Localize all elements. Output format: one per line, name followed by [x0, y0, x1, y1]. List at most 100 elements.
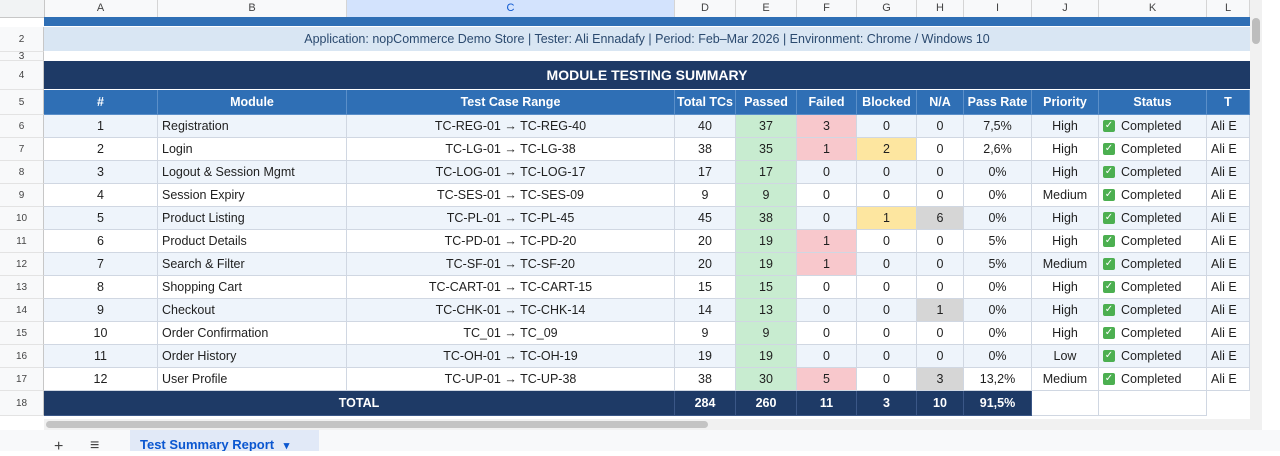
- cell-priority[interactable]: Low: [1032, 345, 1099, 368]
- total-label-cell[interactable]: TOTAL: [44, 391, 675, 416]
- cell-tester[interactable]: Ali E: [1207, 368, 1250, 391]
- column-header-e[interactable]: E: [736, 0, 797, 17]
- cell-passed[interactable]: 9: [736, 184, 797, 207]
- cell-blocked[interactable]: 0: [857, 299, 917, 322]
- cell-num[interactable]: 9: [44, 299, 158, 322]
- vertical-scrollbar[interactable]: [1250, 0, 1262, 430]
- header-cell-3[interactable]: Total TCs: [675, 90, 736, 115]
- cell-blocked[interactable]: 0: [857, 368, 917, 391]
- row-header-12[interactable]: 12: [0, 253, 44, 276]
- cell-rate[interactable]: 5%: [964, 230, 1032, 253]
- cell-module[interactable]: User Profile: [158, 368, 347, 391]
- empty-cell[interactable]: [1099, 391, 1207, 416]
- cell-priority[interactable]: High: [1032, 138, 1099, 161]
- header-cell-10[interactable]: Status: [1099, 90, 1207, 115]
- cell-blocked[interactable]: 0: [857, 276, 917, 299]
- header-cell-0[interactable]: #: [44, 90, 158, 115]
- cell-passed[interactable]: 19: [736, 253, 797, 276]
- cell-priority[interactable]: High: [1032, 276, 1099, 299]
- cell-tester[interactable]: Ali E: [1207, 230, 1250, 253]
- column-header-d[interactable]: D: [675, 0, 736, 17]
- row-header-7[interactable]: 7: [0, 138, 44, 161]
- row-header-3[interactable]: 3: [0, 51, 44, 62]
- cell-range[interactable]: TC_01 → TC_09: [347, 322, 675, 345]
- status-cell[interactable]: ✓ Completed: [1099, 345, 1207, 368]
- status-cell[interactable]: ✓ Completed: [1099, 138, 1207, 161]
- cell-rate[interactable]: 0%: [964, 184, 1032, 207]
- cell-passed[interactable]: 17: [736, 161, 797, 184]
- cell-num[interactable]: 10: [44, 322, 158, 345]
- vertical-scroll-thumb[interactable]: [1252, 18, 1260, 44]
- column-header-b[interactable]: B: [158, 0, 347, 17]
- cell-module[interactable]: Session Expiry: [158, 184, 347, 207]
- cell-total[interactable]: 20: [675, 230, 736, 253]
- cell-na[interactable]: 0: [917, 138, 964, 161]
- cell-rate[interactable]: 13,2%: [964, 368, 1032, 391]
- cell-blocked[interactable]: 0: [857, 253, 917, 276]
- cell-blocked[interactable]: 0: [857, 345, 917, 368]
- cell-passed[interactable]: 15: [736, 276, 797, 299]
- cell-total[interactable]: 14: [675, 299, 736, 322]
- row-header-16[interactable]: 16: [0, 345, 44, 368]
- add-sheet-button[interactable]: +: [54, 438, 64, 455]
- cell-num[interactable]: 11: [44, 345, 158, 368]
- column-header-l[interactable]: L: [1207, 0, 1250, 17]
- cell-na[interactable]: 0: [917, 253, 964, 276]
- cell-num[interactable]: 2: [44, 138, 158, 161]
- cell-blocked[interactable]: 0: [857, 161, 917, 184]
- sheet-tab-test-summary-report[interactable]: Test Summary Report ▾: [130, 430, 319, 451]
- cell-rate[interactable]: 5%: [964, 253, 1032, 276]
- cell-rate[interactable]: 0%: [964, 276, 1032, 299]
- row-header-4[interactable]: 4: [0, 61, 44, 90]
- cell-rate[interactable]: 0%: [964, 322, 1032, 345]
- row-header-6[interactable]: 6: [0, 115, 44, 138]
- cell-total[interactable]: 19: [675, 345, 736, 368]
- cell-passed[interactable]: 38: [736, 207, 797, 230]
- cell-total[interactable]: 20: [675, 253, 736, 276]
- cell-module[interactable]: Search & Filter: [158, 253, 347, 276]
- cell-rate[interactable]: 0%: [964, 299, 1032, 322]
- status-cell[interactable]: ✓ Completed: [1099, 368, 1207, 391]
- cell-rate[interactable]: 0%: [964, 345, 1032, 368]
- status-cell[interactable]: ✓ Completed: [1099, 322, 1207, 345]
- cell-priority[interactable]: High: [1032, 230, 1099, 253]
- cell-module[interactable]: Registration: [158, 115, 347, 138]
- cell-passed[interactable]: 9: [736, 322, 797, 345]
- cell-blocked[interactable]: 0: [857, 115, 917, 138]
- cell-priority[interactable]: High: [1032, 161, 1099, 184]
- cell-tester[interactable]: Ali E: [1207, 184, 1250, 207]
- cell-priority[interactable]: High: [1032, 115, 1099, 138]
- header-cell-4[interactable]: Passed: [736, 90, 797, 115]
- cell-total[interactable]: 38: [675, 368, 736, 391]
- cell-passed[interactable]: 13: [736, 299, 797, 322]
- column-header-h[interactable]: H: [917, 0, 964, 17]
- cell-range[interactable]: TC-CHK-01 → TC-CHK-14: [347, 299, 675, 322]
- column-header-k[interactable]: K: [1099, 0, 1207, 17]
- cell-range[interactable]: TC-UP-01 → TC-UP-38: [347, 368, 675, 391]
- column-header-i[interactable]: I: [964, 0, 1032, 17]
- empty-cell[interactable]: [1032, 391, 1099, 416]
- cell-na[interactable]: 0: [917, 161, 964, 184]
- cell-na[interactable]: 0: [917, 184, 964, 207]
- cell-module[interactable]: Logout & Session Mgmt: [158, 161, 347, 184]
- header-cell-6[interactable]: Blocked: [857, 90, 917, 115]
- cell-failed[interactable]: 0: [797, 207, 857, 230]
- cell-tester[interactable]: Ali E: [1207, 253, 1250, 276]
- cell-blocked[interactable]: 1: [857, 207, 917, 230]
- total-blocked-cell[interactable]: 3: [857, 391, 917, 416]
- cell-range[interactable]: TC-LOG-01 → TC-LOG-17: [347, 161, 675, 184]
- cell-rate[interactable]: 0%: [964, 161, 1032, 184]
- row-header-11[interactable]: 11: [0, 230, 44, 253]
- row-header-8[interactable]: 8: [0, 161, 44, 184]
- row-header-13[interactable]: 13: [0, 276, 44, 299]
- cell-priority[interactable]: Medium: [1032, 368, 1099, 391]
- row-header-2[interactable]: 2: [0, 27, 44, 52]
- total-passed-cell[interactable]: 260: [736, 391, 797, 416]
- status-cell[interactable]: ✓ Completed: [1099, 161, 1207, 184]
- cell-range[interactable]: TC-SES-01 → TC-SES-09: [347, 184, 675, 207]
- cell-tester[interactable]: Ali E: [1207, 207, 1250, 230]
- cell-failed[interactable]: 0: [797, 276, 857, 299]
- cell-priority[interactable]: High: [1032, 322, 1099, 345]
- cell-module[interactable]: Login: [158, 138, 347, 161]
- cell-passed[interactable]: 37: [736, 115, 797, 138]
